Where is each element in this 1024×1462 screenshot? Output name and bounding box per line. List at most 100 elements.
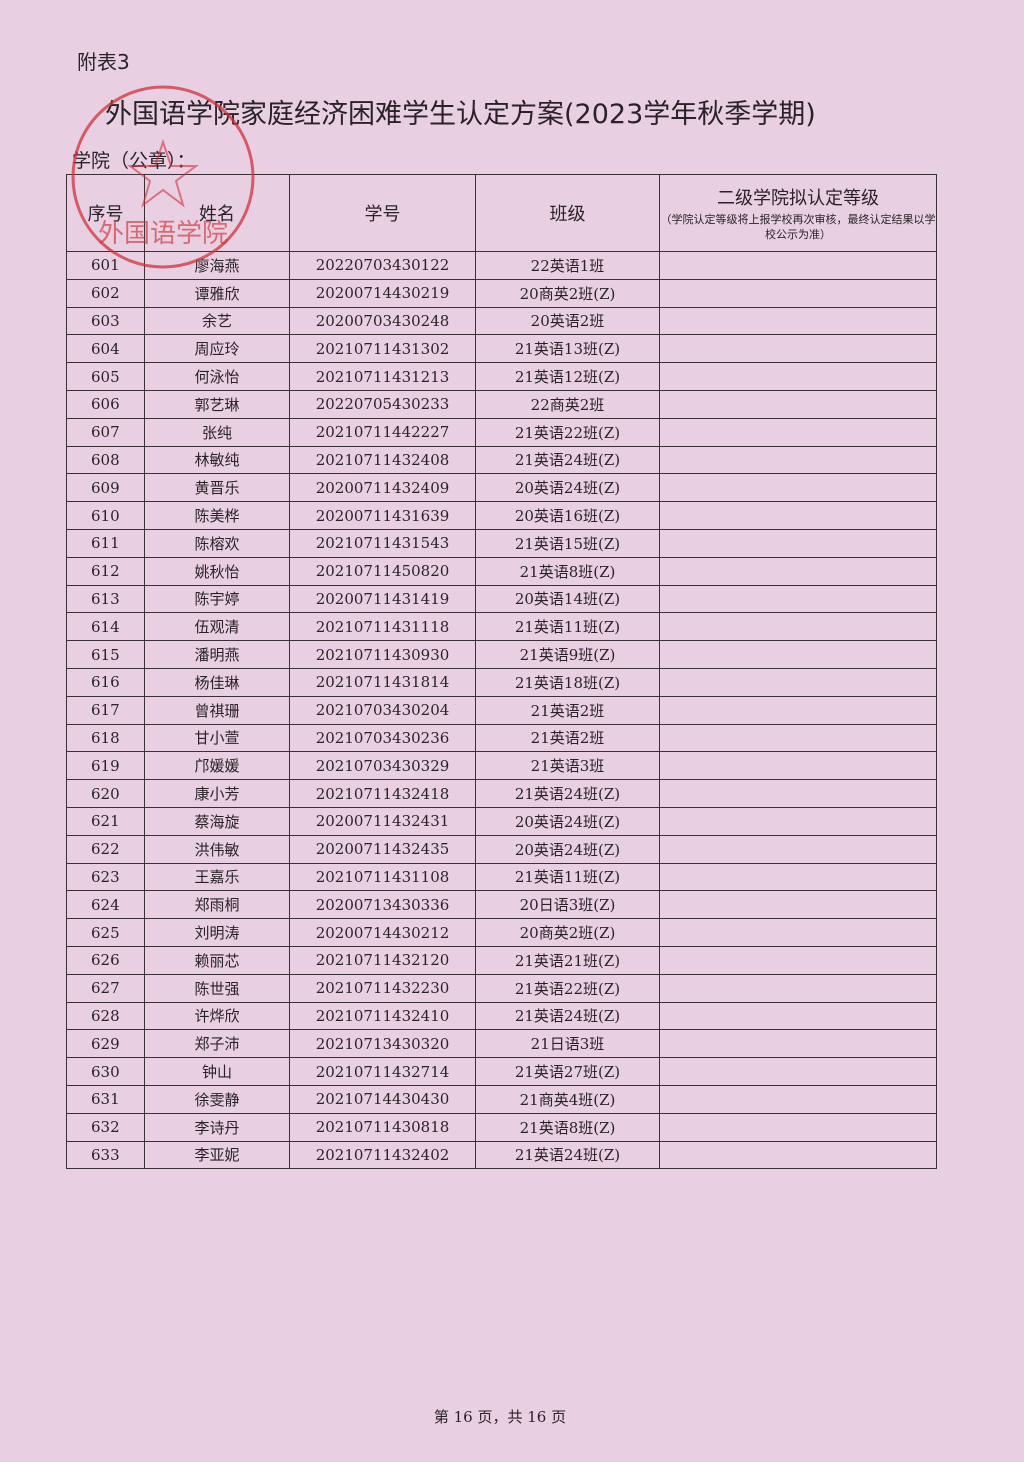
- cell-name: 郑雨桐: [144, 890, 290, 920]
- cell-level: [659, 1001, 937, 1031]
- cell-name: 邝媛媛: [144, 751, 290, 781]
- cell-class: 21日语3班: [475, 1029, 660, 1059]
- cell-name: 陈美桦: [144, 501, 290, 530]
- table-row: 632 李诗丹 20210711430818 21英语8班(Z): [66, 1112, 937, 1142]
- cell-student-id: 20200711431639: [289, 501, 476, 530]
- cell-index: 601: [66, 251, 145, 280]
- cell-student-id: 20210711432714: [289, 1057, 476, 1086]
- cell-index: 618: [66, 723, 145, 753]
- cell-student-id: 20210711430930: [289, 640, 476, 669]
- cell-index: 611: [66, 528, 145, 558]
- cell-student-id: 20210703430236: [289, 723, 476, 753]
- cell-index: 605: [66, 362, 145, 391]
- table-row: 629 郑子沛 20210713430320 21日语3班: [66, 1029, 937, 1059]
- cell-name: 钟山: [144, 1057, 290, 1086]
- cell-name: 张纯: [144, 417, 290, 447]
- table-row: 633 李亚妮 20210711432402 21英语24班(Z): [66, 1140, 937, 1170]
- table-row: 601 廖海燕 20220703430122 22英语1班: [66, 251, 937, 280]
- header-level-note: （学院认定等级将上报学校再次审核，最终认定结果以学校公示为准）: [660, 213, 936, 241]
- cell-student-id: 20210711432408: [289, 445, 476, 475]
- cell-index: 609: [66, 473, 145, 503]
- cell-class: 21英语27班(Z): [475, 1057, 660, 1086]
- cell-student-id: 20210711430818: [289, 1112, 476, 1142]
- cell-name: 周应玲: [144, 334, 290, 364]
- cell-student-id: 20210711432418: [289, 779, 476, 808]
- cell-index: 607: [66, 417, 145, 447]
- cell-name: 黄晋乐: [144, 473, 290, 503]
- cell-class: 20商英2班(Z): [475, 918, 660, 947]
- cell-class: 21英语24班(Z): [475, 445, 660, 475]
- header-index: 序号: [66, 174, 145, 252]
- cell-level: [659, 1084, 937, 1114]
- table-row: 612 姚秋怡 20210711450820 21英语8班(Z): [66, 556, 937, 586]
- table-row: 606 郭艺琳 20220705430233 22商英2班: [66, 389, 937, 419]
- cell-name: 甘小萱: [144, 723, 290, 753]
- table-row: 619 邝媛媛 20210703430329 21英语3班: [66, 751, 937, 781]
- cell-class: 21英语11班(Z): [475, 612, 660, 642]
- cell-name: 蔡海旋: [144, 806, 290, 836]
- table-row: 626 赖丽芯 20210711432120 21英语21班(Z): [66, 945, 937, 975]
- cell-index: 617: [66, 695, 145, 725]
- cell-student-id: 20210714430430: [289, 1084, 476, 1114]
- cell-name: 徐雯静: [144, 1084, 290, 1114]
- cell-index: 626: [66, 945, 145, 975]
- cell-index: 620: [66, 779, 145, 808]
- cell-class: 21英语8班(Z): [475, 1112, 660, 1142]
- table-row: 624 郑雨桐 20200713430336 20日语3班(Z): [66, 890, 937, 920]
- cell-student-id: 20200713430336: [289, 890, 476, 920]
- table-row: 613 陈宇婷 20200711431419 20英语14班(Z): [66, 584, 937, 614]
- cell-level: [659, 306, 937, 336]
- cell-student-id: 20210703430329: [289, 751, 476, 781]
- table-row: 605 何泳怡 20210711431213 21英语12班(Z): [66, 362, 937, 391]
- cell-index: 625: [66, 918, 145, 947]
- cell-name: 赖丽芯: [144, 945, 290, 975]
- cell-class: 21英语15班(Z): [475, 528, 660, 558]
- cell-name: 余艺: [144, 306, 290, 336]
- table-row: 631 徐雯静 20210714430430 21商英4班(Z): [66, 1084, 937, 1114]
- cell-index: 612: [66, 556, 145, 586]
- table-row: 618 甘小萱 20210703430236 21英语2班: [66, 723, 937, 753]
- cell-index: 610: [66, 501, 145, 530]
- cell-name: 谭雅欣: [144, 278, 290, 308]
- cell-index: 622: [66, 834, 145, 864]
- cell-index: 602: [66, 278, 145, 308]
- cell-index: 627: [66, 973, 145, 1003]
- cell-student-id: 20210711432120: [289, 945, 476, 975]
- cell-level: [659, 640, 937, 669]
- cell-level: [659, 417, 937, 447]
- cell-class: 20商英2班(Z): [475, 278, 660, 308]
- cell-level: [659, 528, 937, 558]
- table-row: 607 张纯 20210711442227 21英语22班(Z): [66, 417, 937, 447]
- cell-student-id: 20210711432402: [289, 1140, 476, 1170]
- cell-index: 623: [66, 862, 145, 892]
- table-row: 617 曾祺珊 20210703430204 21英语2班: [66, 695, 937, 725]
- cell-name: 陈宇婷: [144, 584, 290, 614]
- cell-student-id: 20200714430212: [289, 918, 476, 947]
- cell-level: [659, 973, 937, 1003]
- cell-name: 李亚妮: [144, 1140, 290, 1170]
- cell-class: 21英语24班(Z): [475, 1140, 660, 1170]
- table-row: 630 钟山 20210711432714 21英语27班(Z): [66, 1057, 937, 1086]
- cell-class: 20英语24班(Z): [475, 473, 660, 503]
- cell-class: 21英语21班(Z): [475, 945, 660, 975]
- table-row: 608 林敏纯 20210711432408 21英语24班(Z): [66, 445, 937, 475]
- cell-level: [659, 251, 937, 280]
- cell-student-id: 20200714430219: [289, 278, 476, 308]
- cell-index: 603: [66, 306, 145, 336]
- cell-class: 21英语24班(Z): [475, 779, 660, 808]
- cell-class: 21英语12班(Z): [475, 362, 660, 391]
- cell-class: 21英语9班(Z): [475, 640, 660, 669]
- cell-student-id: 20210711450820: [289, 556, 476, 586]
- header-level-title: 二级学院拟认定等级: [717, 188, 879, 209]
- cell-name: 刘明涛: [144, 918, 290, 947]
- cell-student-id: 20220703430122: [289, 251, 476, 280]
- cell-level: [659, 779, 937, 808]
- cell-index: 615: [66, 640, 145, 669]
- cell-level: [659, 278, 937, 308]
- cell-student-id: 20210711442227: [289, 417, 476, 447]
- cell-index: 606: [66, 389, 145, 419]
- cell-level: [659, 918, 937, 947]
- cell-name: 王嘉乐: [144, 862, 290, 892]
- cell-class: 21英语11班(Z): [475, 862, 660, 892]
- table-row: 623 王嘉乐 20210711431108 21英语11班(Z): [66, 862, 937, 892]
